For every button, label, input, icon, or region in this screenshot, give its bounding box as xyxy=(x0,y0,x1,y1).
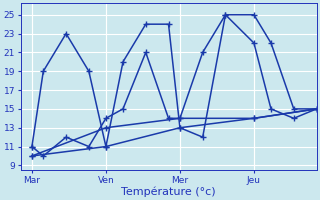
X-axis label: Température (°c): Température (°c) xyxy=(121,186,216,197)
